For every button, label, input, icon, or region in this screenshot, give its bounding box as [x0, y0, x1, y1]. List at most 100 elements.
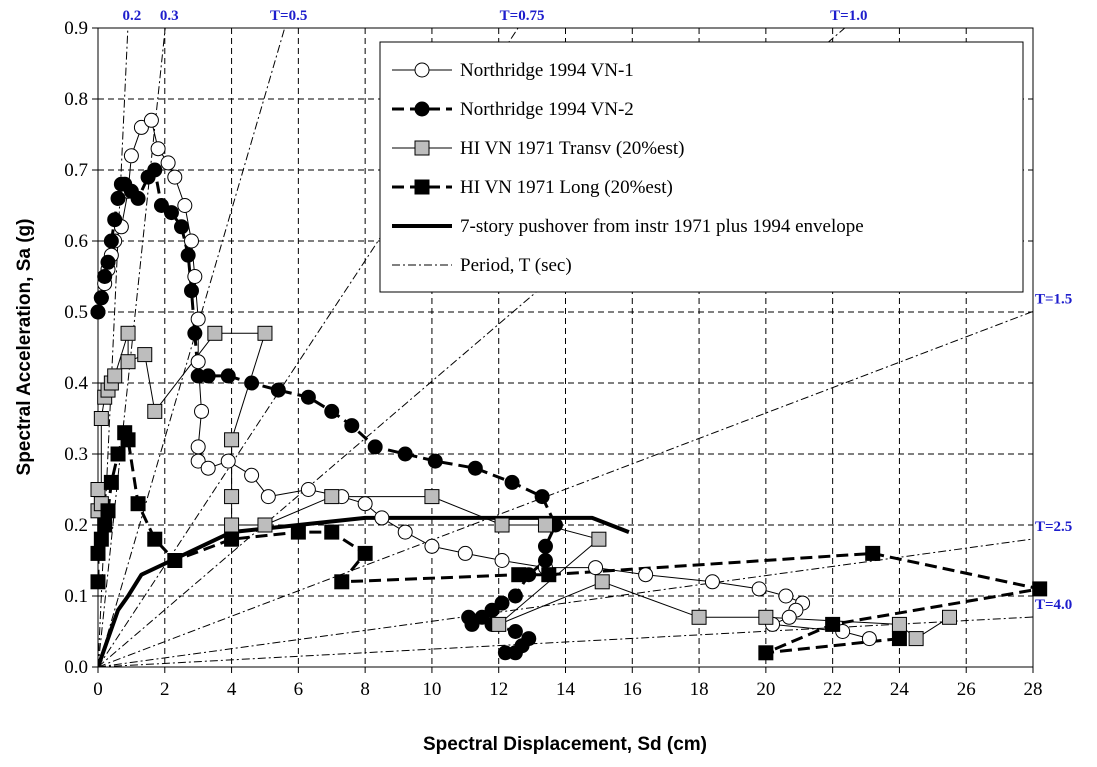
data-point: [300, 482, 316, 497]
period-label: 0.2: [122, 8, 141, 24]
data-point: [324, 403, 340, 419]
data-point: [424, 489, 440, 505]
period-line: [97, 27, 166, 668]
data-point: [93, 531, 109, 547]
data-point: [537, 517, 553, 533]
data-point: [167, 553, 183, 568]
data-point: [778, 588, 794, 604]
data-point: [147, 403, 163, 419]
data-point: [891, 616, 907, 632]
x-tick-label: 20: [756, 679, 775, 700]
data-point: [427, 453, 443, 469]
data-point: [324, 489, 340, 505]
x-tick-label: 2: [160, 679, 170, 700]
y-tick-label: 0.7: [64, 160, 88, 181]
data-point: [942, 609, 958, 625]
data-point: [414, 140, 430, 156]
data-point: [90, 545, 106, 561]
data-point: [504, 474, 520, 490]
data-point: [908, 631, 924, 647]
data-point: [257, 325, 273, 341]
data-point: [534, 489, 550, 505]
data-point: [758, 609, 774, 625]
data-point: [461, 609, 477, 625]
x-tick-label: 18: [690, 679, 709, 700]
data-point: [357, 545, 373, 561]
data-point: [781, 609, 797, 625]
data-point: [184, 283, 199, 299]
legend-label: 7-story pushover from instr 1971 plus 19…: [460, 216, 864, 237]
period-label: T=0.75: [500, 8, 545, 24]
data-point: [1032, 581, 1048, 597]
x-tick-label: 8: [360, 679, 370, 700]
x-tick-label: 10: [422, 679, 441, 700]
x-tick-label: 6: [294, 679, 304, 700]
data-point: [260, 489, 276, 505]
data-point: [220, 368, 236, 384]
data-point: [507, 624, 523, 639]
data-point: [467, 460, 483, 476]
data-point: [591, 531, 607, 547]
x-tick-label: 16: [623, 679, 642, 700]
data-point: [190, 354, 206, 370]
data-point: [257, 517, 273, 533]
y-tick-label: 0.9: [64, 18, 88, 39]
data-point: [173, 219, 189, 235]
data-point: [177, 198, 193, 213]
y-tick-label: 0.1: [64, 586, 88, 607]
y-tick-label: 0.8: [64, 89, 88, 110]
data-point: [324, 524, 340, 540]
y-tick-label: 0.6: [64, 231, 88, 252]
data-point: [507, 588, 523, 604]
x-tick-label: 28: [1024, 679, 1043, 700]
period-line: [97, 27, 286, 668]
data-point: [397, 524, 413, 540]
data-point: [424, 538, 440, 554]
data-point: [691, 609, 707, 625]
data-point: [758, 645, 774, 661]
data-point: [494, 517, 510, 533]
data-point: [537, 538, 553, 554]
x-tick-label: 4: [227, 679, 237, 700]
legend-box: [379, 41, 1024, 293]
data-point: [300, 389, 316, 405]
x-axis-title: Spectral Displacement, Sd (cm): [423, 734, 707, 755]
data-point: [220, 453, 236, 469]
data-point: [143, 112, 159, 128]
y-tick-label: 0.5: [64, 302, 88, 323]
data-point: [537, 553, 553, 568]
data-point: [97, 269, 113, 284]
data-point: [224, 517, 240, 533]
legend-label: HI VN 1971 Long (20%est): [460, 177, 673, 198]
x-tick-label: 24: [890, 679, 910, 700]
data-point: [160, 155, 176, 171]
data-point: [90, 574, 106, 590]
legend-label: Northridge 1994 VN-1: [460, 60, 634, 81]
period-line: [97, 616, 1034, 668]
data-point: [107, 212, 123, 228]
data-point: [107, 368, 123, 384]
legend: Northridge 1994 VN-1 Northridge 1994 VN-2…: [379, 41, 1024, 293]
data-point: [103, 474, 119, 490]
data-point: [414, 101, 430, 117]
data-point: [207, 325, 223, 341]
series-line: [98, 431, 1033, 655]
data-point: [244, 467, 260, 483]
data-point: [123, 148, 139, 164]
data-point: [167, 169, 183, 185]
legend-label: HI VN 1971 Transv (20%est): [460, 138, 684, 159]
data-point: [137, 347, 153, 363]
data-point: [511, 567, 527, 583]
data-point: [194, 403, 210, 419]
legend-label: Period, T (sec): [460, 255, 572, 276]
data-point: [200, 460, 216, 476]
data-point: [190, 311, 206, 327]
data-point: [93, 411, 109, 426]
data-point: [861, 631, 877, 647]
data-point: [244, 375, 260, 391]
series-markers: [90, 112, 1048, 661]
data-point: [93, 290, 109, 306]
data-point: [588, 560, 604, 576]
period-label: T=2.5: [1035, 519, 1072, 535]
data-point: [110, 446, 126, 462]
